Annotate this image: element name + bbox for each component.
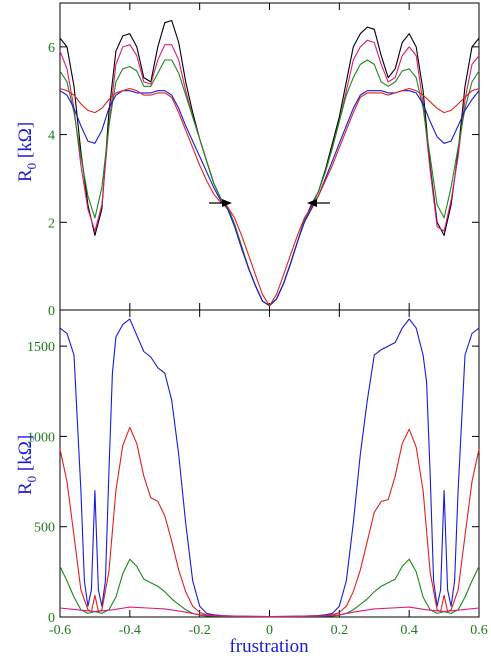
top-series-line-2: [59, 39, 480, 307]
left-arrow-annotation: [209, 199, 232, 207]
xtick-label: -0.4: [119, 623, 141, 638]
bottom-ytick-label: 500: [34, 521, 55, 536]
xtick-label: 0.2: [331, 623, 349, 638]
xtick-label: 0: [266, 623, 273, 638]
top-panel: 0 2 4 6 R0 [kΩ]: [15, 2, 480, 319]
top-ytick-label: 2: [48, 216, 55, 231]
bottom-ytick-label: 1000: [27, 430, 55, 445]
top-ytick-label: 0: [48, 304, 55, 319]
top-ytick-label: 4: [48, 129, 55, 144]
right-arrow-annotation: [307, 199, 330, 207]
xtick-label: 0.6: [470, 623, 488, 638]
bottom-ytick-label: 0: [48, 611, 55, 626]
top-y-axis-title: R0 [kΩ]: [15, 122, 39, 182]
xtick-label: -0.6: [49, 623, 71, 638]
top-ytick-label: 6: [48, 41, 55, 56]
bottom-panel: 0 500 1000 1500 -0.6 -0.4 -0.2 0 0.2 0.4 0.6 R0 [k…: [15, 309, 488, 657]
bottom-ytick-label: 1500: [27, 340, 55, 355]
x-axis-title: frustration: [229, 636, 309, 657]
xtick-label: 0.4: [400, 623, 418, 638]
bottom-y-axis-title: R0 [kΩ]: [15, 435, 39, 495]
top-series-line-4: [59, 90, 480, 307]
bottom-series-line-2: [59, 426, 480, 618]
xtick-label: -0.2: [189, 623, 211, 638]
top-series-line-3: [59, 59, 480, 307]
top-series-line-1: [59, 19, 480, 307]
bottom-series-line-4: [59, 606, 480, 618]
top-series-line-5: [59, 87, 480, 307]
